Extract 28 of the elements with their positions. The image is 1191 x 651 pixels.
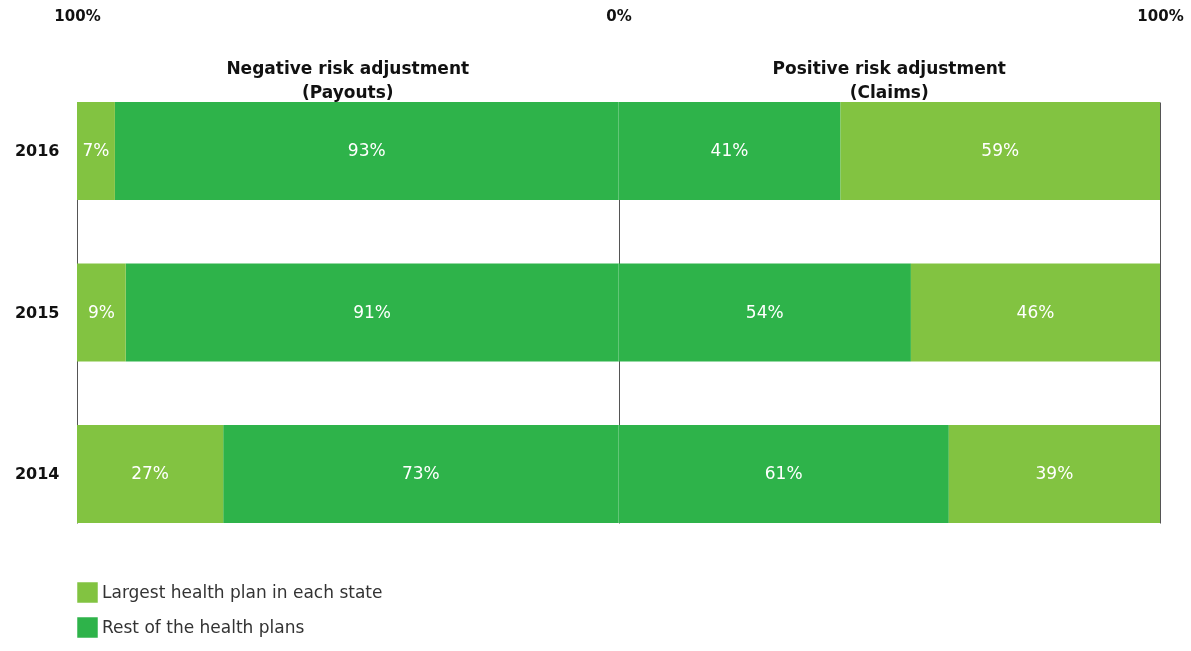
y-tick-label: 2014 <box>14 463 60 483</box>
data-label: 91% <box>353 301 392 322</box>
text: Negative risk adjustment (Payouts) <box>226 58 470 102</box>
x-tick-label: 100% <box>54 6 101 25</box>
legend-label: Largest health plan in each state <box>102 581 383 602</box>
data-label: 59% <box>981 140 1020 161</box>
data-label: 27% <box>131 462 169 483</box>
bar <box>910 263 1160 362</box>
legend-label: Rest of the health plans <box>102 616 305 637</box>
data-label: 7% <box>82 140 110 161</box>
x-tick-label: 0% <box>606 6 632 25</box>
data-label: 54% <box>745 301 784 322</box>
text: Positive risk adjustment (Claims) <box>772 58 1006 102</box>
x-tick-label: 100% <box>1137 6 1184 25</box>
data-label: 46% <box>1016 301 1055 322</box>
data-label: 41% <box>710 140 749 161</box>
data-label: 93% <box>347 140 386 161</box>
y-tick-label: 2015 <box>14 302 60 322</box>
bar <box>948 424 1160 523</box>
bar <box>77 424 224 523</box>
bar <box>77 263 126 362</box>
bar <box>77 102 115 201</box>
y-tick-label: 2016 <box>14 141 60 161</box>
data-label: 9% <box>87 301 115 322</box>
data-label: 39% <box>1035 462 1074 483</box>
data-label: 61% <box>764 462 803 483</box>
bar <box>840 102 1160 201</box>
data-label: 73% <box>401 462 440 483</box>
